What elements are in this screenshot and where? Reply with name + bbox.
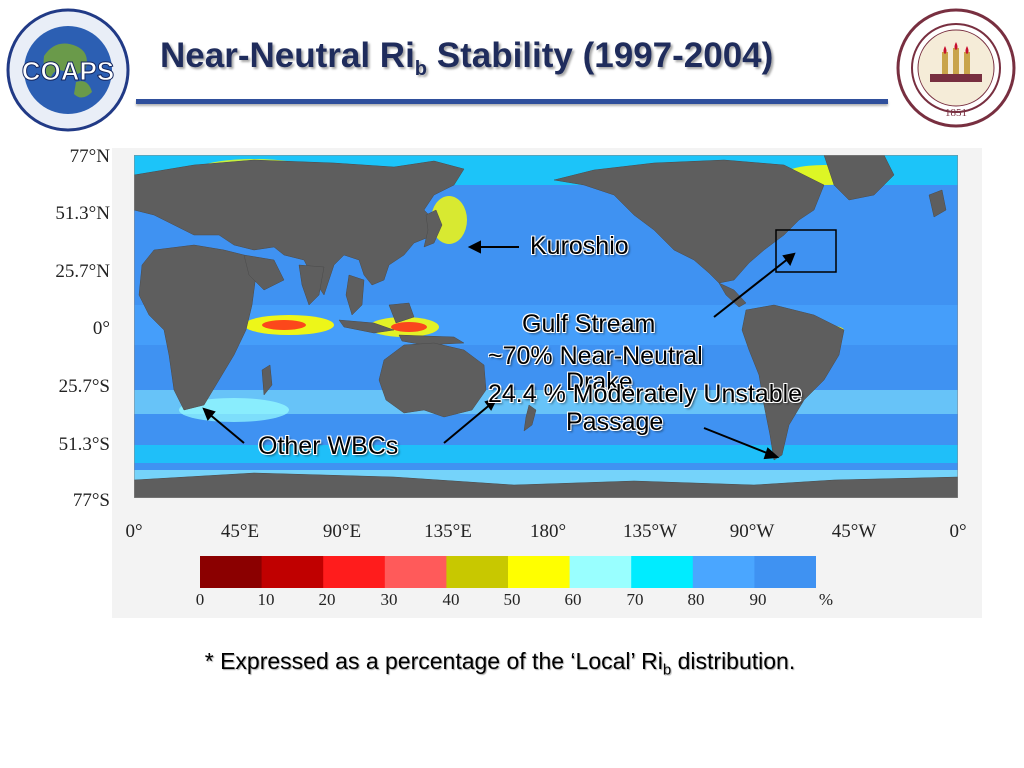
colorbar-swatch (261, 556, 324, 588)
colorbar-label-70: 70 (626, 590, 644, 609)
colorbar-unit: % (818, 590, 834, 609)
lat-label-77s: 77°S (72, 490, 110, 511)
lat-label-77n: 77°N (69, 146, 110, 167)
coaps-wordmark: COAPS (22, 56, 114, 86)
colorbar-label-0: 0 (195, 590, 205, 609)
colorbar-swatch (200, 556, 263, 588)
colorbar-swatch (323, 556, 386, 588)
colorbar-label-10: 10 (257, 590, 275, 609)
colorbar-label-80: 80 (687, 590, 705, 609)
lat-label-51n: 51.3°N (55, 203, 110, 224)
colorbar-label-30: 30 (380, 590, 398, 609)
lat-label-26n: 25.7°N (55, 261, 110, 282)
colorbar-swatch (692, 556, 755, 588)
lat-label-26s: 25.7°S (58, 376, 110, 397)
gulf-stream-box (775, 229, 837, 273)
kuroshio-label: Kuroshio (530, 232, 629, 260)
colorbar (200, 556, 817, 588)
colorbar-swatch (446, 556, 509, 588)
colorbar-label-50: 50 (503, 590, 521, 609)
colorbar-label-40: 40 (442, 590, 460, 609)
colorbar-swatch (754, 556, 817, 588)
colorbar-swatch (569, 556, 632, 588)
near-neutral-label: ~70% Near-Neutral (488, 342, 703, 370)
fsu-seal-logo: 1851 (896, 8, 1016, 128)
lat-label-0: 0° (92, 318, 110, 339)
colorbar-swatch (631, 556, 694, 588)
land-masses (134, 155, 958, 498)
drake-label-line1: Drake (566, 368, 633, 396)
lon-label-135e: 135°E (424, 521, 472, 542)
colorbar-label-60: 60 (564, 590, 582, 609)
drake-label-line2: Passage (566, 408, 664, 436)
lon-label-0: 0° (125, 521, 143, 542)
coaps-logo: COAPS (6, 8, 130, 132)
lon-label-0-east: 0° (949, 521, 967, 542)
colorbar-swatch (384, 556, 447, 588)
ocean-map (133, 154, 959, 499)
lon-label-90e: 90°E (322, 521, 362, 542)
footnote: * Expressed as a percentage of the ‘Loca… (204, 648, 796, 679)
lon-label-90w: 90°W (729, 521, 775, 542)
lon-label-45e: 45°E (220, 521, 260, 542)
other-wbcs-label: Other WBCs (258, 432, 399, 460)
lat-label-51s: 51.3°S (58, 434, 110, 455)
title-underline (136, 99, 888, 104)
colorbar-label-90: 90 (749, 590, 767, 609)
page-title: Near-Neutral Rib Stability (1997-2004) (160, 36, 774, 80)
annotation-arrows (202, 240, 796, 460)
lon-label-180: 180° (529, 521, 567, 542)
colorbar-label-20: 20 (318, 590, 336, 609)
gulf-stream-label: Gulf Stream (522, 310, 656, 338)
moderately-unstable-label: 24.4 % Moderately Unstable (488, 380, 803, 408)
lon-label-45w: 45°W (831, 521, 877, 542)
lon-label-135w: 135°W (622, 521, 678, 542)
seal-year: 1851 (945, 107, 967, 119)
colorbar-swatch (508, 556, 571, 588)
